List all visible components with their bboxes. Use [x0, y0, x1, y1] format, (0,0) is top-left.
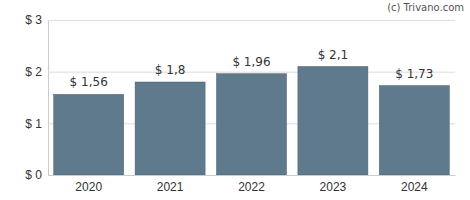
- x-tick: 2020: [75, 175, 102, 194]
- grid-line: [48, 20, 455, 21]
- bars: [54, 67, 450, 176]
- x-tick-label: 2021: [157, 180, 184, 194]
- x-tick-label: 2023: [320, 180, 347, 194]
- x-tick: 2023: [320, 175, 347, 194]
- x-axis-line: [49, 175, 456, 176]
- y-axis-line: [49, 21, 456, 176]
- chart-svg: $ 0$ 1$ 2$ 320202021202220232024$ 1,56$ …: [0, 0, 470, 200]
- x-tick-label: 2020: [75, 180, 102, 194]
- grid-line: [48, 175, 455, 176]
- x-tick: 2021: [157, 175, 184, 194]
- data-labels: $ 1,56 $ 1,8 $ 1,96 $ 2,1 $ 1,73: [70, 48, 434, 90]
- data-label: $ 1,8: [155, 63, 186, 77]
- grid-line: [48, 72, 455, 73]
- bar: [54, 94, 124, 175]
- x-tick-label: 2022: [238, 180, 265, 194]
- y-tick: $ 3: [25, 13, 455, 27]
- y-axis: $ 0 $ 1 $ 2 $ 3: [25, 13, 455, 182]
- y-tick-label: $ 1: [25, 117, 42, 131]
- x-tick: 2022: [238, 175, 265, 194]
- annotation: (c) Trivano.com: [387, 2, 464, 13]
- x-tick-label: 2024: [401, 180, 428, 194]
- y-tick-label: $ 3: [25, 13, 42, 27]
- bar: [216, 74, 286, 175]
- data-label: $ 2,1: [318, 48, 349, 62]
- chart-container: $ 0$ 1$ 2$ 320202021202220232024$ 1,56$ …: [0, 0, 470, 200]
- plot: $ 0$ 1$ 2$ 320202021202220232024$ 1,56$ …: [25, 13, 455, 193]
- data-label: $ 1,73: [395, 67, 433, 81]
- bar: [298, 67, 368, 176]
- y-tick-label: $ 0: [25, 168, 42, 182]
- y-tick-label: $ 2: [25, 65, 42, 79]
- bar: [135, 82, 205, 175]
- bar: [379, 86, 449, 175]
- data-label: $ 1,56: [70, 75, 108, 89]
- x-axis: 2020 2021 2022 2023 2024: [49, 175, 456, 194]
- data-label: $ 1,96: [232, 55, 270, 69]
- x-tick: 2024: [401, 175, 428, 194]
